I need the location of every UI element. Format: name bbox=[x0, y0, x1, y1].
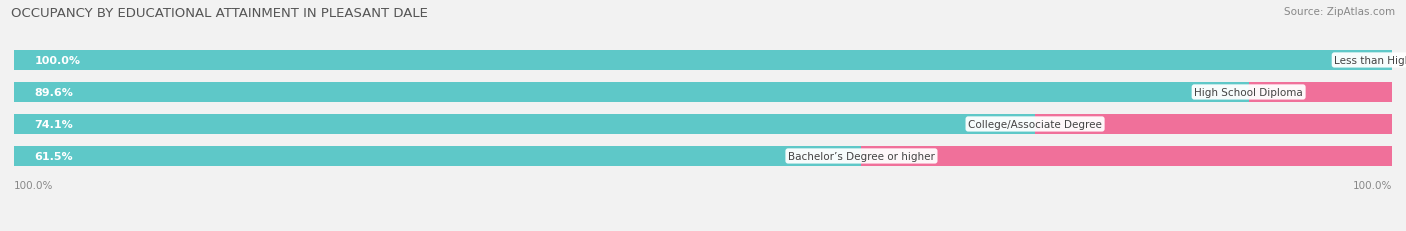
Text: Source: ZipAtlas.com: Source: ZipAtlas.com bbox=[1284, 7, 1395, 17]
Bar bbox=[14, 51, 1392, 71]
Text: 100.0%: 100.0% bbox=[14, 180, 53, 190]
Text: College/Associate Degree: College/Associate Degree bbox=[969, 119, 1102, 129]
Bar bbox=[14, 83, 1392, 102]
Bar bbox=[862, 146, 1392, 166]
Bar bbox=[1249, 83, 1392, 102]
Bar bbox=[14, 115, 1392, 134]
Bar bbox=[1035, 115, 1392, 134]
Text: Less than High School: Less than High School bbox=[1334, 56, 1406, 66]
Bar bbox=[14, 83, 1249, 102]
Bar bbox=[14, 146, 862, 166]
Text: OCCUPANCY BY EDUCATIONAL ATTAINMENT IN PLEASANT DALE: OCCUPANCY BY EDUCATIONAL ATTAINMENT IN P… bbox=[11, 7, 427, 20]
Text: Bachelor’s Degree or higher: Bachelor’s Degree or higher bbox=[787, 151, 935, 161]
Text: 100.0%: 100.0% bbox=[1353, 180, 1392, 190]
Text: 61.5%: 61.5% bbox=[35, 151, 73, 161]
Text: High School Diploma: High School Diploma bbox=[1194, 88, 1303, 97]
Text: 74.1%: 74.1% bbox=[35, 119, 73, 129]
Bar bbox=[14, 51, 1392, 71]
Bar bbox=[14, 146, 1392, 166]
Text: 89.6%: 89.6% bbox=[35, 88, 73, 97]
Bar bbox=[14, 115, 1035, 134]
Text: 100.0%: 100.0% bbox=[35, 56, 80, 66]
